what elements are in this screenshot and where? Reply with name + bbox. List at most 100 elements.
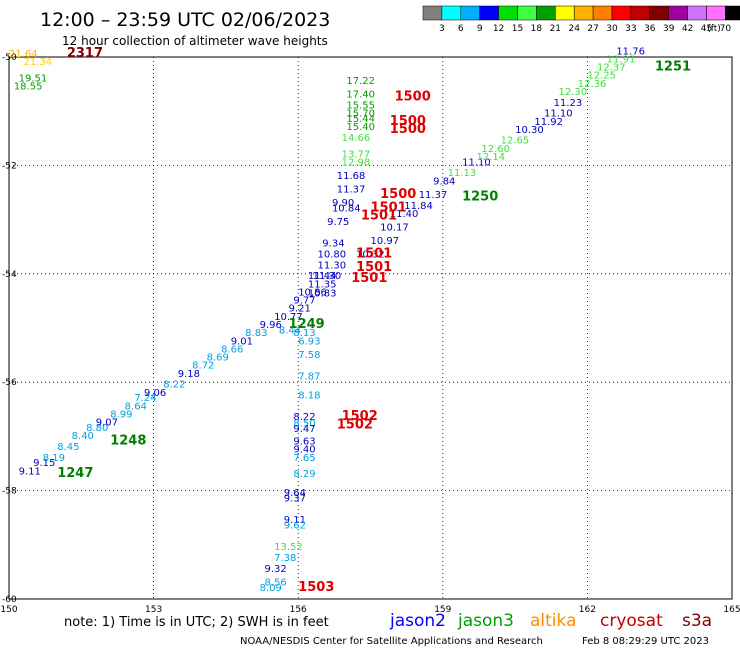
wave-height-value: 8.19 (43, 453, 65, 464)
legend-tick-label: 36 (644, 24, 656, 34)
credit-text: NOAA/NESDIS Center for Satellite Applica… (240, 636, 543, 647)
y-tick-label: -56 (2, 378, 17, 388)
x-tick-label: 165 (723, 605, 740, 615)
pass-number-label: 1247 (57, 466, 93, 481)
wave-height-value: 12.60 (481, 144, 510, 155)
legend-tick-label: 30 (606, 24, 618, 34)
wave-height-value: 10.30 (515, 125, 544, 136)
wave-height-value: 10.84 (332, 203, 361, 214)
wave-height-value: 10.97 (371, 236, 400, 247)
wave-height-value: 10.83 (308, 289, 337, 300)
y-tick-label: -58 (2, 487, 17, 497)
wave-height-value: 9.63 (293, 437, 315, 448)
legend-tick-label: 21 (550, 24, 561, 34)
wave-height-value: 15.70 (346, 109, 375, 120)
wave-height-value: 8.18 (298, 390, 320, 401)
wave-height-value: 17.40 (346, 90, 375, 101)
legend-swatch (706, 5, 726, 21)
wave-height-value: 12.37 (597, 63, 626, 74)
y-tick-label: -54 (2, 270, 17, 280)
wave-height-value: 19.51 (19, 73, 48, 84)
wave-height-value: 10.17 (380, 222, 409, 233)
wave-height-value: 9.62 (284, 521, 306, 532)
pass-number-label: 1248 (110, 434, 146, 449)
wave-height-value: 9.77 (293, 296, 315, 307)
wave-height-value: 12.65 (501, 136, 530, 147)
satellite-legend: jason2 jason3 altika cryosat s3a (389, 611, 712, 631)
wave-height-value: 9.37 (284, 493, 306, 504)
wave-height-points: 9.119.158.198.458.408.809.078.998.647.24… (9, 46, 645, 594)
pass-number-label: 1501 (361, 209, 397, 224)
track-labels: 1247124812491250125115001500150015001501… (57, 46, 691, 595)
pass-number-label: 1501 (356, 260, 392, 275)
wave-height-value: 11.30 (317, 260, 346, 271)
legend-tick-label: 18 (531, 24, 543, 34)
wave-height-value: 9.01 (231, 336, 253, 347)
x-tick-label: 150 (0, 605, 17, 615)
pass-number-label: 1249 (289, 317, 325, 332)
legend-tick-label: 24 (568, 24, 580, 34)
y-tick-label: -50 (2, 53, 17, 63)
wave-height-value: 15.55 (346, 100, 375, 111)
wave-height-value: 13.52 (274, 542, 303, 553)
wave-height-value: 9.34 (322, 239, 344, 250)
y-tick-label: -60 (2, 595, 17, 605)
wave-height-value: 11.92 (534, 117, 563, 128)
legend-swatch (668, 5, 688, 21)
wave-height-value: 18.55 (14, 82, 43, 93)
satellite-name: jason3 (457, 611, 514, 631)
wave-height-value: 21.34 (23, 57, 52, 68)
wave-height-value: 11.76 (616, 46, 645, 57)
wave-height-value: 11.10 (544, 109, 573, 120)
pass-number-label: 1501 (371, 200, 407, 215)
legend-swatch (460, 5, 480, 21)
pass-number-label: 1502 (337, 417, 373, 432)
wave-height-value: 11.37 (337, 185, 366, 196)
wave-height-value: 7.38 (274, 553, 296, 564)
pass-number-label: 1502 (342, 409, 378, 424)
legend-tick-label: 33 (625, 24, 636, 34)
wave-height-value: 11.23 (554, 98, 583, 109)
chart-title: 12:00 – 23:59 UTC 02/06/2023 (40, 9, 330, 31)
pass-number-label: 1250 (462, 190, 498, 205)
wave-height-value: 8.83 (245, 328, 267, 339)
wave-height-value: 8.13 (293, 328, 315, 339)
wave-height-value: 15.44 (346, 114, 375, 125)
wave-height-value: 17.22 (346, 76, 375, 87)
legend-swatch (422, 5, 443, 21)
legend-tick-label: 15 (512, 24, 523, 34)
legend-swatch (611, 5, 632, 21)
legend-tick-label: 45 (701, 24, 712, 34)
wave-height-value: 9.11 (284, 515, 306, 526)
wave-height-value: 9.18 (178, 369, 200, 380)
wave-height-value: 11.40 (390, 209, 419, 220)
wave-height-value: 8.50 (293, 419, 315, 430)
x-tick-label: 159 (434, 605, 451, 615)
footer-note: note: 1) Time is in UTC; 2) SWH is in fe… (64, 615, 329, 630)
wave-height-value: 9.47 (293, 424, 315, 435)
wave-height-value: 11.10 (462, 157, 491, 168)
legend-tick-label: 12 (493, 24, 504, 34)
legend-swatch (630, 5, 651, 21)
y-tick-label: -52 (2, 161, 17, 171)
wave-height-value: 9.06 (144, 388, 166, 399)
legend-swatch (479, 5, 499, 21)
wave-height-value: 8.44 (279, 325, 301, 336)
legend-tick-label: 6 (458, 24, 464, 34)
wave-height-value: 11.68 (337, 171, 366, 182)
wave-height-value: 7.58 (298, 350, 320, 361)
legend-tick-label: 70 (720, 24, 732, 34)
legend-tick-label: 27 (587, 24, 598, 34)
color-legend: 3 6 9 12 15 18 21 24 27 30 33 36 39 42 45 70(ft) (422, 5, 740, 34)
wave-height-value: 12.30 (558, 87, 587, 98)
legend-tick-label: 42 (682, 24, 693, 34)
wave-height-value: 9.84 (433, 176, 455, 187)
wave-height-value: 9.96 (260, 320, 282, 331)
wave-height-value: 12.98 (342, 157, 371, 168)
wave-height-value: 15.40 (346, 122, 375, 133)
wave-height-value: 8.99 (110, 409, 132, 420)
pass-number-label: 1251 (655, 60, 691, 75)
plot-frame (8, 56, 733, 600)
legend-tick-label: 39 (663, 24, 675, 34)
wave-height-value: 9.07 (96, 418, 118, 429)
